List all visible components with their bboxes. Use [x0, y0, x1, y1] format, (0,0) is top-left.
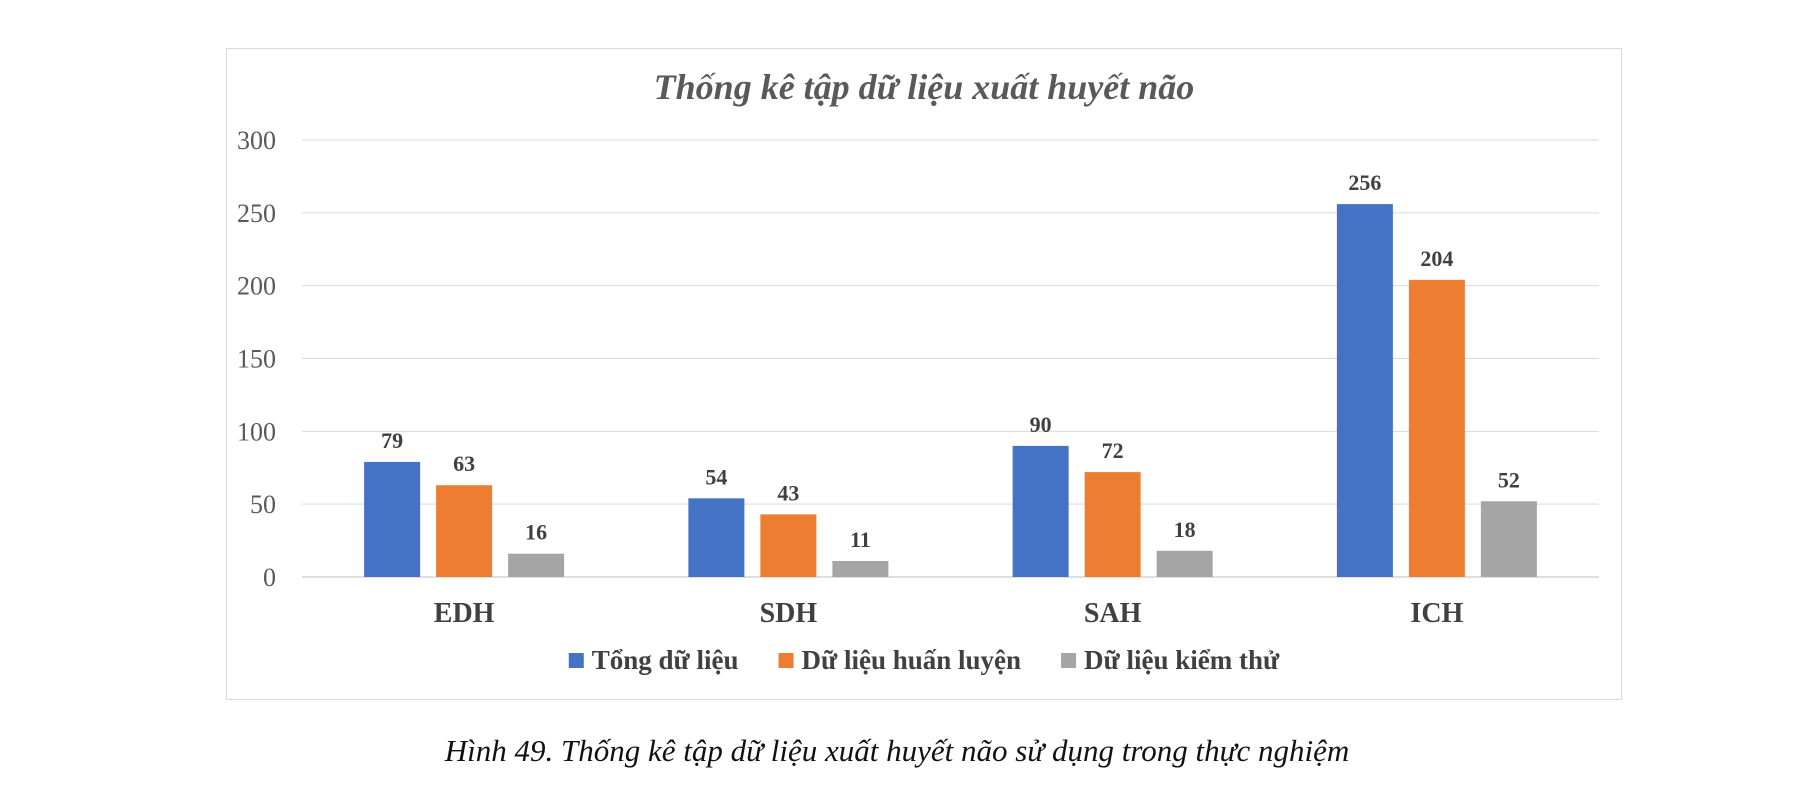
- x-tick-label: EDH: [434, 598, 495, 629]
- bar: [508, 553, 565, 577]
- data-label: 43: [777, 480, 799, 505]
- legend: Tổng dữ liệu Dữ liệu huấn luyện Dữ liệu ki…: [568, 645, 1280, 675]
- y-tick-label: 50: [250, 490, 276, 519]
- data-label: 204: [1420, 246, 1453, 271]
- legend-swatch: [778, 653, 794, 668]
- data-label: 63: [453, 451, 475, 476]
- chart-frame: Thống kê tập dữ liệu xuất huyết não 0 50 1…: [226, 48, 1622, 700]
- y-tick-label: 200: [237, 272, 276, 301]
- bar: [760, 514, 817, 577]
- bars: [364, 204, 1537, 578]
- legend-item: Tổng dữ liệu: [568, 645, 739, 675]
- data-label: 54: [705, 464, 727, 489]
- legend-item: Dữ liệu kiểm thử: [1061, 645, 1280, 675]
- y-tick-label: 100: [237, 417, 276, 446]
- bar: [1480, 501, 1537, 577]
- legend-swatch: [1061, 653, 1077, 668]
- x-tick-label: SAH: [1084, 598, 1142, 629]
- data-label: 79: [381, 428, 403, 453]
- y-tick-label: 300: [237, 126, 276, 155]
- x-axis: EDH SDH SAH ICH: [434, 598, 1464, 629]
- chart-title: Thống kê tập dữ liệu xuất huyết não: [654, 67, 1195, 107]
- bar: [436, 485, 493, 577]
- x-tick-label: SDH: [760, 598, 818, 629]
- bar: [1408, 279, 1465, 577]
- data-label: 52: [1498, 467, 1520, 492]
- data-label: 256: [1348, 170, 1381, 195]
- data-label: 90: [1030, 412, 1052, 437]
- gridlines: [302, 139, 1599, 578]
- bar-chart: Thống kê tập dữ liệu xuất huyết não 0 50 1…: [237, 67, 1599, 675]
- legend-label: Dữ liệu kiểm thử: [1084, 645, 1280, 675]
- data-label: 11: [850, 527, 871, 552]
- data-label: 16: [525, 520, 547, 545]
- bar: [1156, 550, 1213, 577]
- figure-caption: Hình 49. Thống kê tập dữ liệu xuất huyết…: [444, 733, 1350, 768]
- bar: [832, 560, 889, 577]
- data-label: 18: [1174, 517, 1196, 542]
- y-tick-label: 250: [237, 199, 276, 228]
- bar: [688, 498, 745, 577]
- y-tick-label: 0: [263, 563, 276, 592]
- bar: [1336, 204, 1393, 578]
- legend-item: Dữ liệu huấn luyện: [778, 645, 1022, 675]
- legend-label: Tổng dữ liệu: [592, 645, 739, 675]
- y-axis: 0 50 100 150 200 250 300: [237, 126, 276, 592]
- legend-label: Dữ liệu huấn luyện: [802, 645, 1022, 675]
- data-label: 72: [1102, 438, 1124, 463]
- bar: [1084, 472, 1141, 577]
- x-tick-label: ICH: [1410, 598, 1463, 629]
- y-tick-label: 150: [237, 345, 276, 374]
- legend-swatch: [568, 653, 584, 668]
- data-labels: 79 63 16 54 43 11 90 72 18 256 204 52: [381, 170, 1520, 552]
- bar: [364, 461, 421, 577]
- bar: [1012, 445, 1069, 577]
